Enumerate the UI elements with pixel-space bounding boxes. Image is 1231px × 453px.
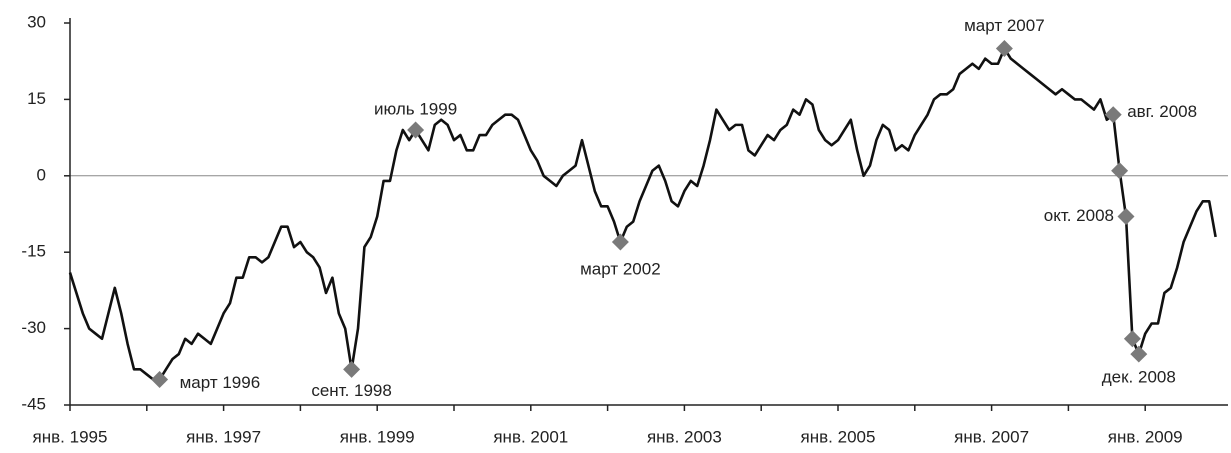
x-tick-label: янв. 1995: [33, 427, 108, 446]
marker: [407, 121, 425, 139]
marker: [611, 233, 629, 251]
y-tick-label: 30: [27, 12, 46, 31]
line: [68, 47, 1217, 381]
x-tick-label: янв. 2003: [647, 427, 722, 446]
annotation: авг. 2008: [1127, 102, 1197, 121]
annotation: март 1996: [180, 373, 261, 392]
y-tick-label: 0: [37, 165, 46, 184]
x-tick-label: янв. 2005: [801, 427, 876, 446]
marker: [1130, 345, 1148, 363]
annotation: июль 1999: [374, 99, 457, 118]
marker: [1117, 208, 1135, 226]
y-tick-label: -15: [21, 242, 46, 261]
y-tick-label: -45: [21, 394, 46, 413]
annotation: дек. 2008: [1102, 368, 1176, 387]
x-tick-label: янв. 2009: [1108, 427, 1183, 446]
annotation: март 2007: [964, 16, 1045, 35]
annotation: март 2002: [580, 259, 661, 278]
x-tick-label: янв. 1997: [186, 427, 261, 446]
marker: [1123, 330, 1141, 348]
marker: [995, 39, 1013, 57]
y-tick-label: 15: [27, 89, 46, 108]
marker: [1111, 162, 1129, 180]
y-tick-label: -30: [21, 318, 46, 337]
annotation: сент. 1998: [311, 381, 392, 400]
x-tick-label: янв. 1999: [340, 427, 415, 446]
marker: [151, 371, 169, 389]
x-tick-label: янв. 2007: [954, 427, 1029, 446]
marker: [343, 360, 361, 378]
annotation: окт. 2008: [1044, 206, 1114, 225]
x-tick-label: янв. 2001: [493, 427, 568, 446]
